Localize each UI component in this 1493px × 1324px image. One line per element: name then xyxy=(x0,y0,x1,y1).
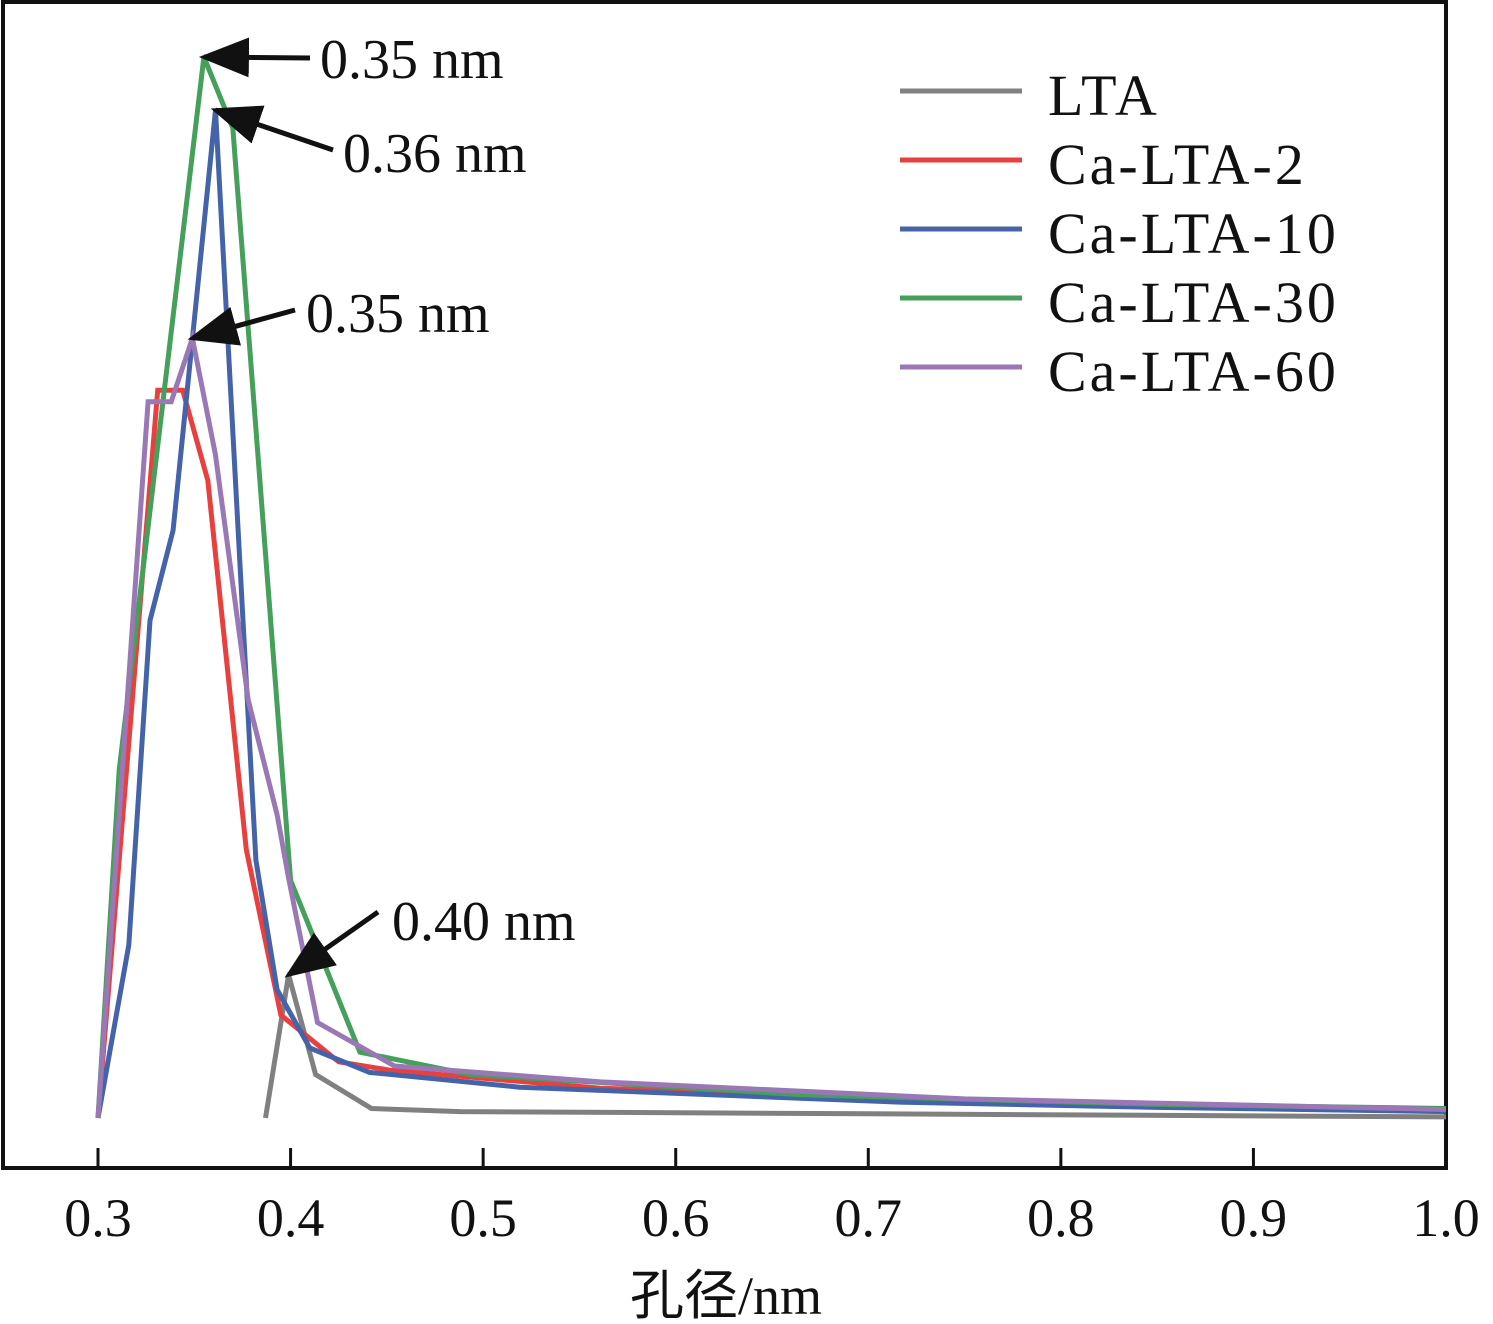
series-line-ca-lta-60 xyxy=(95,328,1447,1119)
legend-label: Ca-LTA-2 xyxy=(1048,132,1307,197)
annotation-label: 0.40 nm xyxy=(392,891,576,953)
legend-label: Ca-LTA-10 xyxy=(1048,201,1339,266)
x-tick-label: 0.8 xyxy=(1027,1188,1095,1248)
x-tick-label: 0.3 xyxy=(64,1188,132,1248)
legend-label: LTA xyxy=(1048,63,1160,128)
x-axis-title: 孔径/nm xyxy=(630,1266,822,1324)
x-tick-label: 0.5 xyxy=(449,1188,517,1248)
x-tick-label: 0.6 xyxy=(642,1188,710,1248)
x-tick-label: 0.4 xyxy=(257,1188,325,1248)
x-tick-label: 0.7 xyxy=(835,1188,903,1248)
x-tick-label: 0.9 xyxy=(1220,1188,1288,1248)
plot-frame xyxy=(1,0,1448,1170)
legend-label: Ca-LTA-60 xyxy=(1048,339,1339,404)
series-line-ca-lta-10 xyxy=(95,109,1447,1119)
annotation-arrow xyxy=(198,37,311,78)
annotations: 0.35 nm 0.36 nm 0.35 nm 0.40 nm xyxy=(187,29,576,978)
annotation-label: 0.36 nm xyxy=(343,123,527,185)
x-tick-label: 1.0 xyxy=(1412,1188,1480,1248)
annotation-arrow xyxy=(187,306,296,346)
x-axis-ticks: 0.3 0.4 0.5 0.6 0.7 0.8 0.9 1.0 xyxy=(64,1148,1480,1248)
annotation-label: 0.35 nm xyxy=(306,283,490,345)
annotation-arrow xyxy=(210,105,334,153)
annotation-label: 0.35 nm xyxy=(320,29,504,91)
legend-label: Ca-LTA-30 xyxy=(1048,270,1339,335)
annotation-arrow xyxy=(284,909,380,978)
